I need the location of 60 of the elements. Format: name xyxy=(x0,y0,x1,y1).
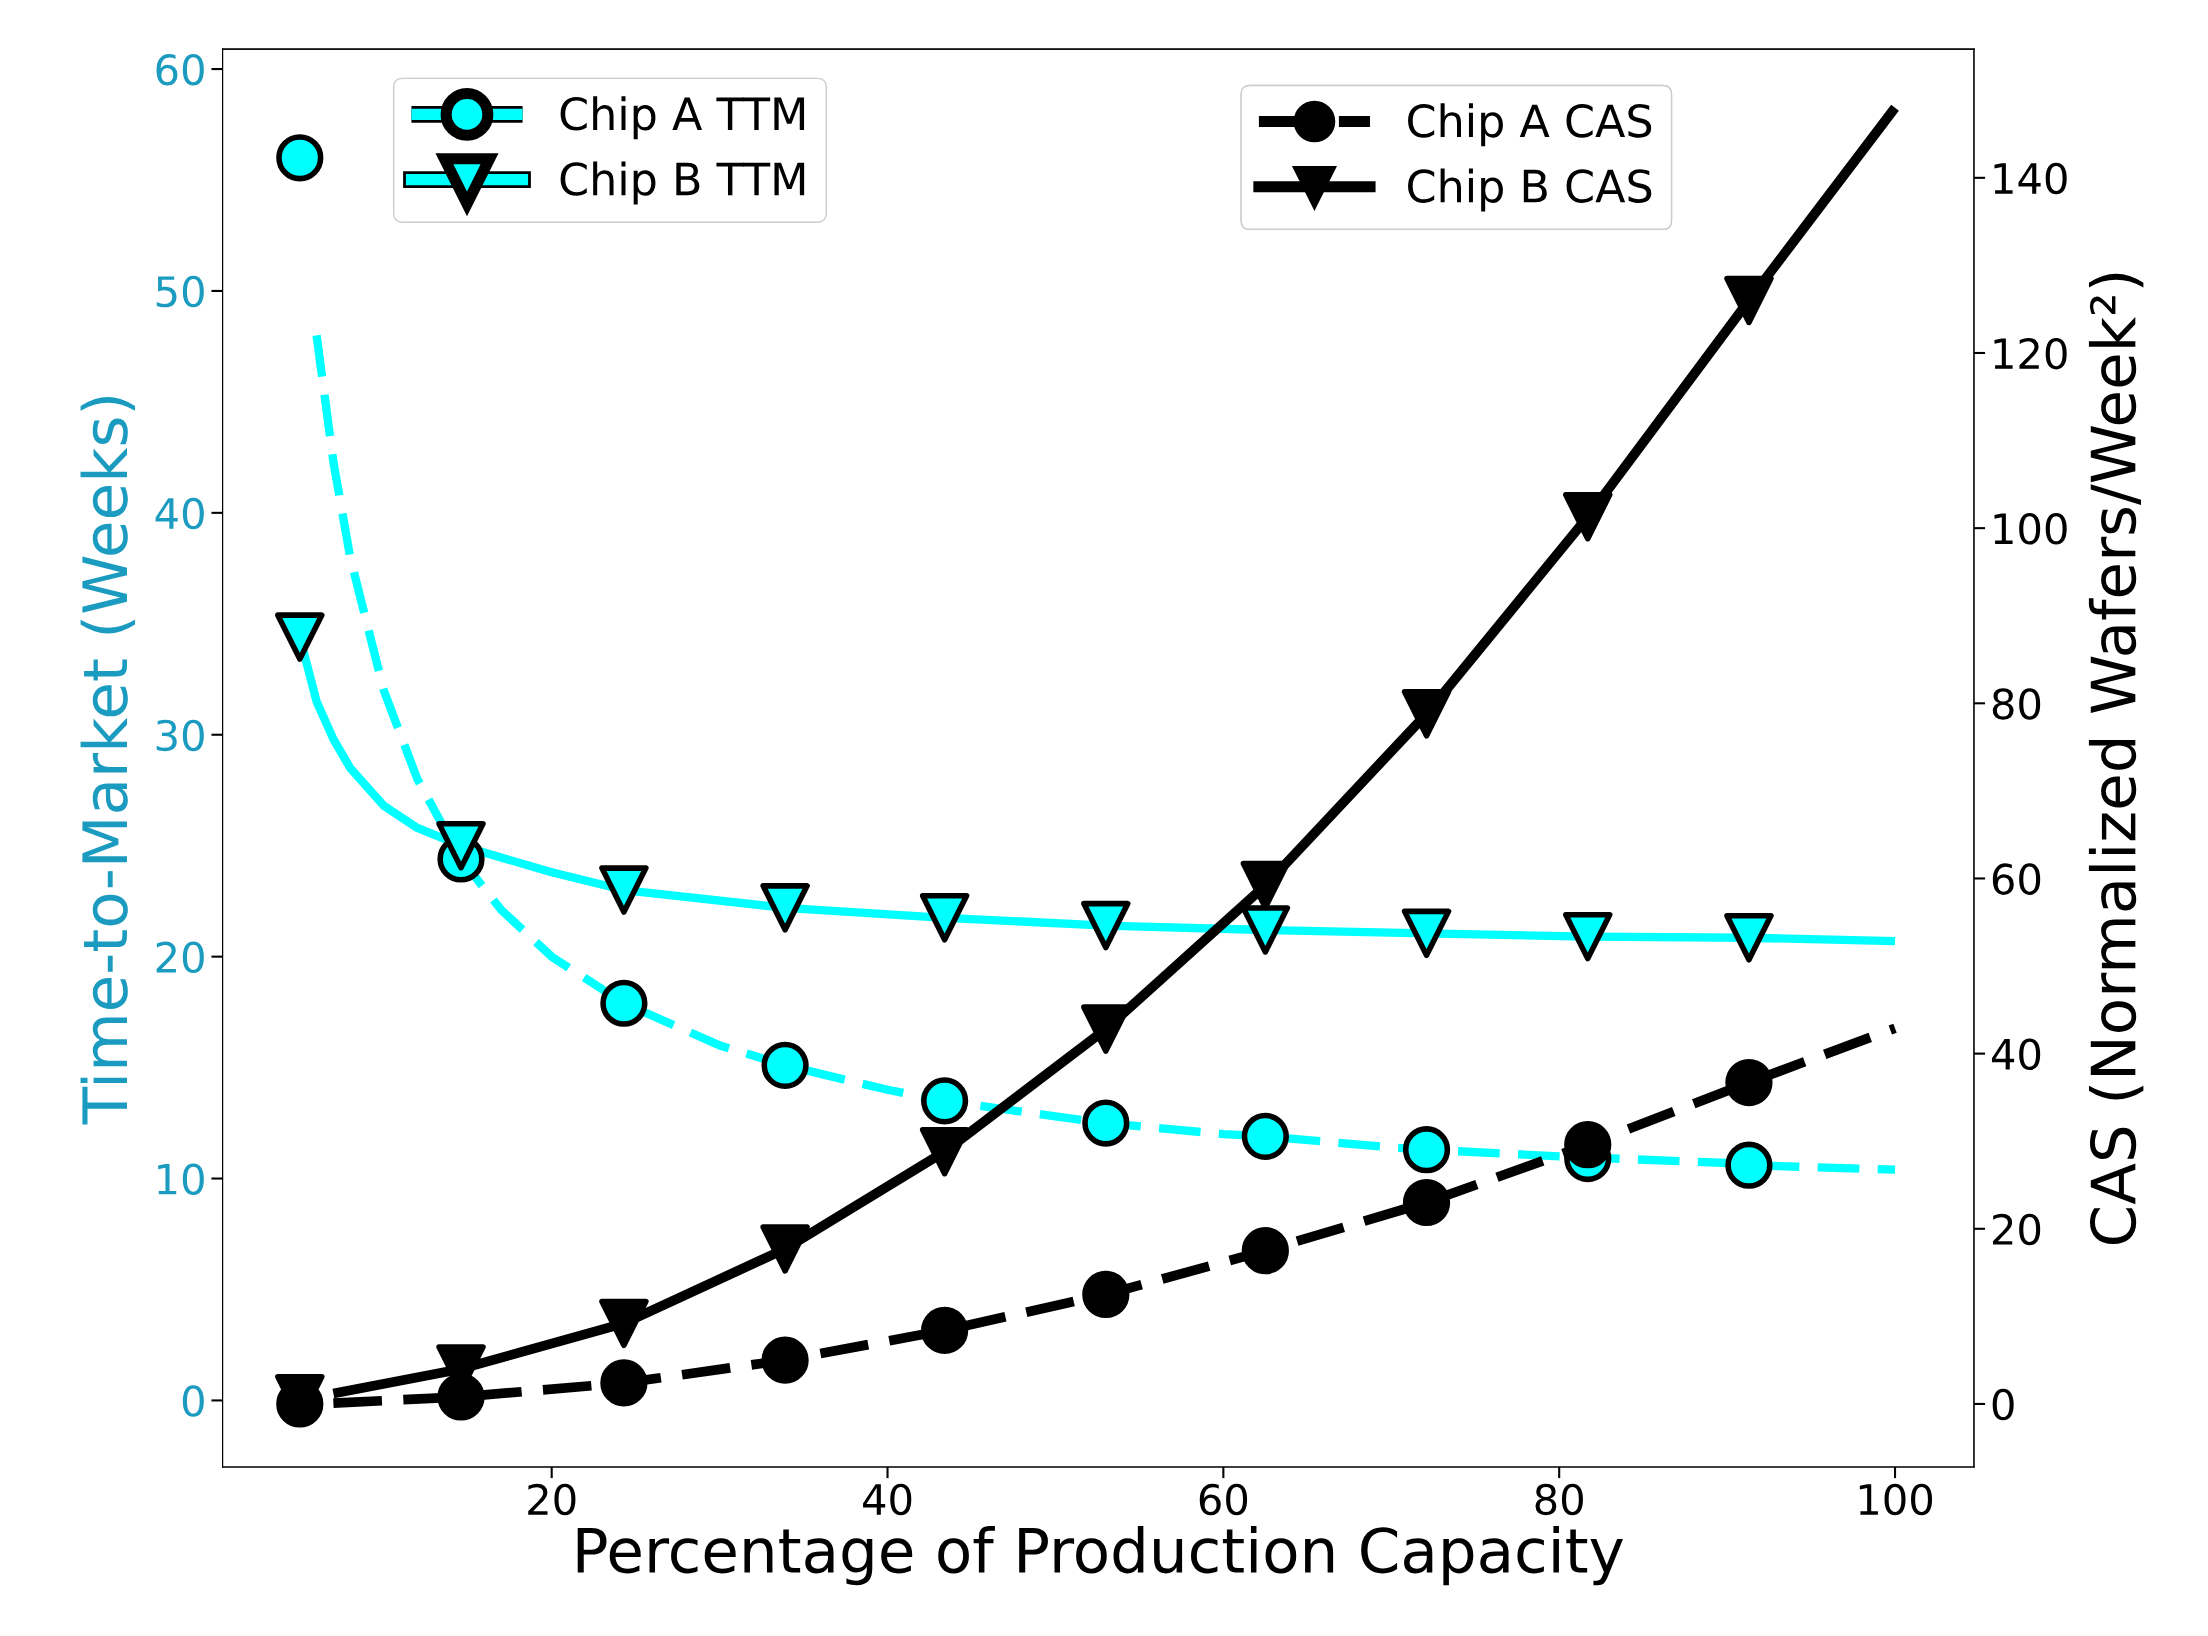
point xyxy=(760,1224,810,1274)
point xyxy=(1402,1178,1451,1227)
x-tick-label: 40 xyxy=(863,1483,912,1516)
y2-tick-label: 120 xyxy=(1994,337,2067,370)
point xyxy=(1724,913,1774,963)
x-axis-title: Percentage of Production Capacity xyxy=(577,1526,1623,1586)
point xyxy=(1401,689,1452,739)
y-axis-title: Time-to-Market (Weeks) xyxy=(80,397,136,1125)
point xyxy=(921,1306,969,1354)
point xyxy=(1402,1126,1451,1174)
y-tick-label: 50 xyxy=(156,275,204,308)
point xyxy=(1725,1058,1773,1107)
point xyxy=(1240,860,1291,911)
y2-axis-title: CAS (Normalized Wafers/Week²) xyxy=(2088,273,2144,1245)
point xyxy=(600,979,648,1027)
point xyxy=(1563,911,1613,962)
point xyxy=(600,1359,648,1407)
y2-tick-label: 40 xyxy=(1991,1038,2041,1071)
x-tick-label: 20 xyxy=(528,1483,576,1516)
point xyxy=(1241,1112,1289,1160)
point xyxy=(599,1298,649,1349)
y2-tick-label: 20 xyxy=(1992,1213,2041,1246)
point xyxy=(275,612,325,662)
point xyxy=(761,1041,809,1089)
point xyxy=(1563,492,1613,542)
legend-label: Chip B TTM xyxy=(560,161,805,205)
point xyxy=(1564,1121,1612,1169)
point xyxy=(436,820,486,871)
point xyxy=(1725,1141,1773,1189)
y2-tick-label: 140 xyxy=(1994,162,2067,195)
point xyxy=(276,134,324,182)
legend-label: Chip B CAS xyxy=(1408,168,1652,212)
y-tick-label: 10 xyxy=(158,1163,204,1195)
y2-tick-label: 60 xyxy=(1992,863,2041,895)
legend-label: Chip A TTM xyxy=(560,96,805,140)
point xyxy=(921,1077,969,1125)
point xyxy=(599,865,649,915)
y-tick-label: 40 xyxy=(155,497,204,530)
point xyxy=(761,1336,809,1384)
point xyxy=(760,883,810,933)
point xyxy=(1241,1227,1289,1275)
point xyxy=(1724,275,1774,326)
point xyxy=(1082,1099,1130,1147)
y2-tick-label: 80 xyxy=(1992,688,2041,720)
y-tick-label: 30 xyxy=(156,719,204,752)
y-tick-label: 0 xyxy=(182,1385,204,1417)
point xyxy=(1081,900,1131,951)
y-tick-label: 20 xyxy=(156,941,204,974)
point xyxy=(1240,905,1291,955)
point xyxy=(1401,908,1452,959)
point xyxy=(919,893,970,943)
point xyxy=(919,1126,970,1177)
x-tick-label: 80 xyxy=(1535,1483,1583,1516)
x-tick-label: 100 xyxy=(1859,1483,1933,1516)
point xyxy=(1082,1270,1130,1319)
y2-tick-label: 0 xyxy=(1992,1388,2014,1421)
x-tick-label: 60 xyxy=(1199,1483,1248,1516)
y2-tick-label: 100 xyxy=(1994,513,2067,545)
y-tick-label: 60 xyxy=(156,53,204,86)
legend-label: Chip A CAS xyxy=(1408,103,1652,147)
